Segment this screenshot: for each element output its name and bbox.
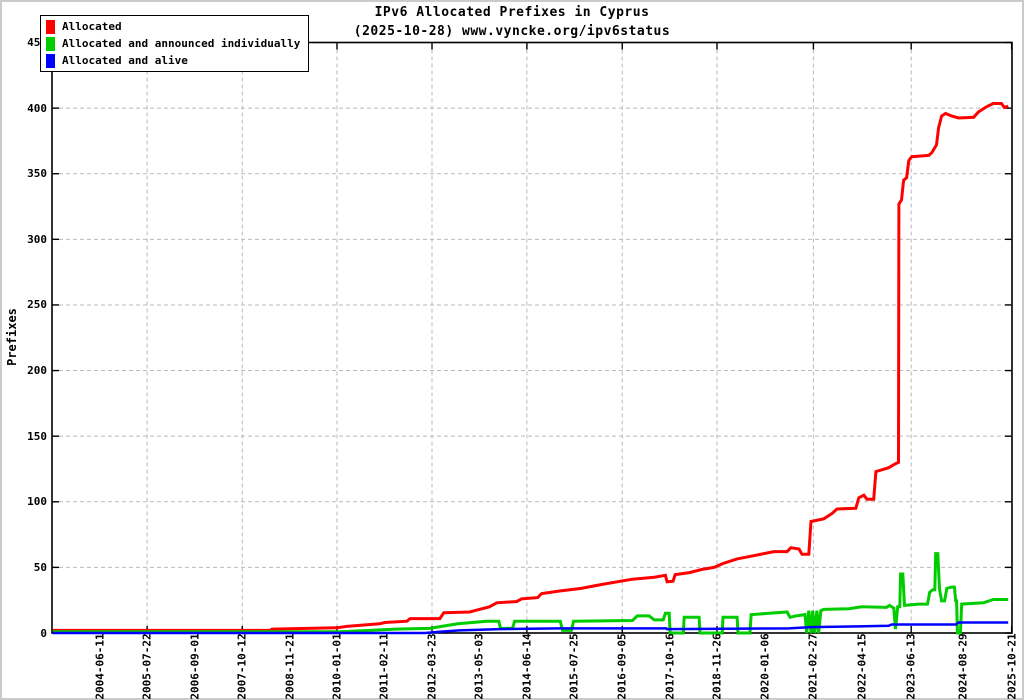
y-tick-label: 250 xyxy=(27,298,47,312)
legend-box: Allocated Allocated and announced indivi… xyxy=(40,15,310,72)
plot-border xyxy=(51,41,1013,634)
x-tick-label: 2021-02-27 xyxy=(806,633,820,700)
x-tick-label: 2005-07-22 xyxy=(140,633,154,700)
legend-item-alive: Allocated and alive xyxy=(46,52,300,69)
series-line-allocated-and-announced-individually xyxy=(52,552,1009,635)
x-tick-label: 2014-06-14 xyxy=(520,633,534,700)
x-tick-label: 2007-10-12 xyxy=(235,633,249,700)
y-tick-label: 400 xyxy=(27,101,47,115)
x-tick-label: 2010-01-01 xyxy=(330,633,344,700)
x-tick-label: 2016-09-05 xyxy=(615,633,629,700)
chart-subtitle: (2025-10-28) www.vyncke.org/ipv6status xyxy=(353,24,671,39)
x-tick-label: 2013-05-03 xyxy=(472,633,486,700)
y-tick-label: 100 xyxy=(27,495,47,509)
legend-item-announced: Allocated and announced individually xyxy=(46,35,300,52)
x-tick-label: 2015-07-25 xyxy=(567,633,581,700)
y-tick-label: 200 xyxy=(27,364,47,378)
y-tick-label: 350 xyxy=(27,167,47,181)
legend-label-alive: Allocated and alive xyxy=(62,54,188,67)
y-tick-label: 300 xyxy=(27,232,47,246)
x-tick-label: 2020-01-06 xyxy=(758,633,772,700)
x-tick-label: 2004-06-11 xyxy=(93,633,107,700)
x-tick-label: 2024-08-29 xyxy=(956,633,970,700)
legend-swatch-alive xyxy=(46,53,55,68)
x-tick-label: 2023-06-13 xyxy=(904,633,918,700)
legend-swatch-announced xyxy=(46,36,55,51)
x-tick-label: 2006-09-01 xyxy=(188,633,202,700)
x-tick-label: 2011-02-11 xyxy=(377,633,391,700)
y-tick-label: 150 xyxy=(27,429,47,443)
series-line-allocated xyxy=(52,102,1009,632)
legend-item-allocated: Allocated xyxy=(46,18,300,35)
x-tick-label: 2018-11-26 xyxy=(710,633,724,700)
x-tick-label: 2022-04-15 xyxy=(855,633,869,700)
legend-label-announced: Allocated and announced individually xyxy=(62,37,301,50)
x-tick-label: 2025-10-21 xyxy=(1005,633,1019,700)
legend-label-allocated: Allocated xyxy=(62,20,122,33)
y-tick-label: 50 xyxy=(33,560,47,574)
series-line-allocated-and-alive xyxy=(52,621,1009,635)
y-tick-label: 0 xyxy=(40,626,47,640)
chart-title: IPv6 Allocated Prefixes in Cyprus xyxy=(374,5,650,20)
x-tick-label: 2008-11-21 xyxy=(283,633,297,700)
x-tick-label: 2017-10-16 xyxy=(663,633,677,700)
x-tick-label: 2012-03-23 xyxy=(425,633,439,700)
legend-swatch-allocated xyxy=(46,19,55,34)
